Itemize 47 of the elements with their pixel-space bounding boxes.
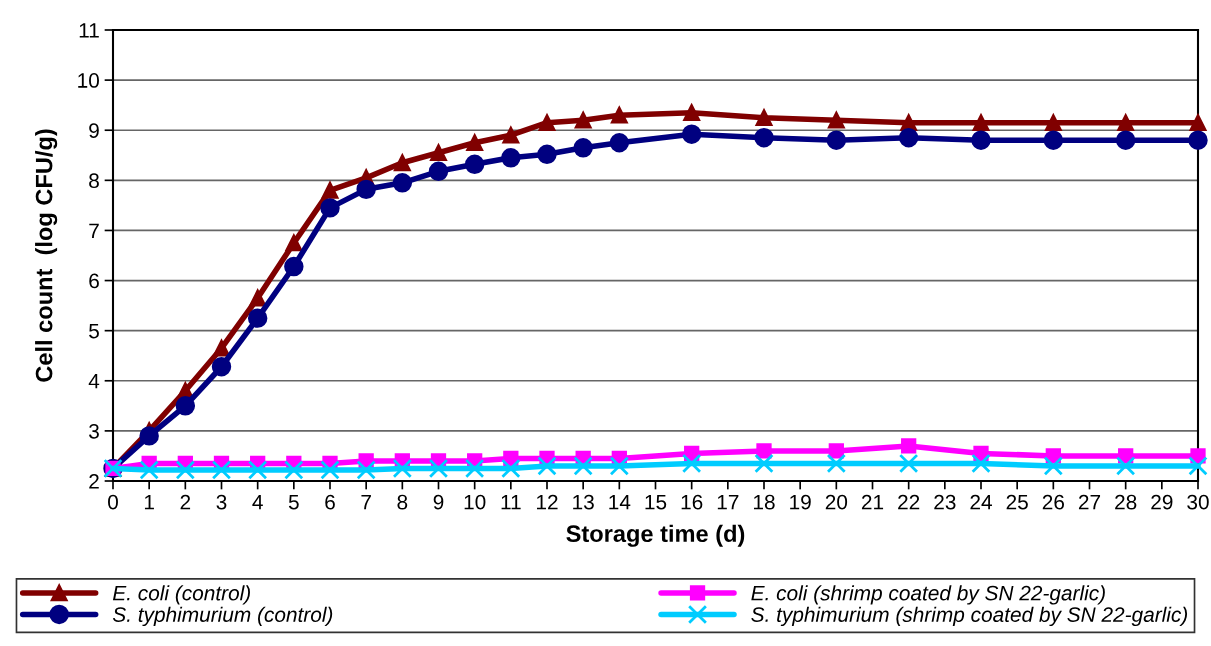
x-tick-label: 22 xyxy=(898,494,920,510)
y-tick-label: 9 xyxy=(89,123,99,138)
y-tick-label: 4 xyxy=(88,373,100,389)
y-tick-label: 10 xyxy=(78,73,99,88)
x-tick-label: 12 xyxy=(537,494,558,510)
legend-label: S. typhimurium (control) xyxy=(112,606,333,627)
x-tick-label: 29 xyxy=(1151,494,1173,510)
x-tick-label: 25 xyxy=(1006,494,1028,510)
x-tick-label: 11 xyxy=(501,494,521,510)
y-tick-label: 3 xyxy=(89,423,99,439)
legend-label: E. coli (shrimp coated by SN 22-garlic) xyxy=(751,585,1105,605)
y-tick-label: 5 xyxy=(89,323,99,339)
x-tick-label: 4 xyxy=(252,494,263,510)
x-tick-label: 28 xyxy=(1115,494,1137,510)
y-axis-title: Cell count (log CFU/g) xyxy=(35,129,58,382)
x-tick-label: 5 xyxy=(288,494,299,510)
legend-label: S. typhimurium (shrimp coated by SN 22-garlic) xyxy=(751,606,1188,627)
x-tick-label: 19 xyxy=(790,494,811,510)
y-tick-label: 2 xyxy=(89,474,99,489)
x-axis-title: Storage time (d) xyxy=(566,524,745,547)
x-tick-label: 3 xyxy=(216,494,227,510)
x-tick-label: 30 xyxy=(1187,494,1209,510)
x-tick-label: 16 xyxy=(681,494,703,510)
x-tick-label: 15 xyxy=(645,494,667,510)
x-tick-label: 20 xyxy=(825,494,848,510)
x-tick-label: 8 xyxy=(397,494,408,510)
y-tick-label: 7 xyxy=(89,223,99,238)
y-tick-label: 6 xyxy=(89,273,99,289)
x-tick-label: 10 xyxy=(464,494,486,510)
x-tick-label: 9 xyxy=(433,494,444,510)
x-tick-label: 13 xyxy=(573,494,594,510)
x-tick-label: 14 xyxy=(609,494,631,510)
y-tick-label: 8 xyxy=(89,173,99,189)
y-tick-label: 11 xyxy=(79,23,99,38)
x-tick-label: 6 xyxy=(325,494,335,510)
x-tick-label: 23 xyxy=(934,494,956,510)
x-tick-label: 21 xyxy=(861,494,884,510)
x-tick-label: 27 xyxy=(1078,494,1101,510)
x-tick-label: 17 xyxy=(717,494,739,510)
x-tick-label: 2 xyxy=(180,494,191,510)
x-tick-label: 24 xyxy=(970,494,992,510)
x-tick-label: 0 xyxy=(108,494,118,510)
x-tick-label: 1 xyxy=(144,494,154,510)
legend-label: E. coli (control) xyxy=(112,585,250,605)
x-tick-label: 18 xyxy=(754,494,775,510)
x-tick-label: 26 xyxy=(1042,494,1065,510)
x-tick-label: 7 xyxy=(361,494,371,510)
